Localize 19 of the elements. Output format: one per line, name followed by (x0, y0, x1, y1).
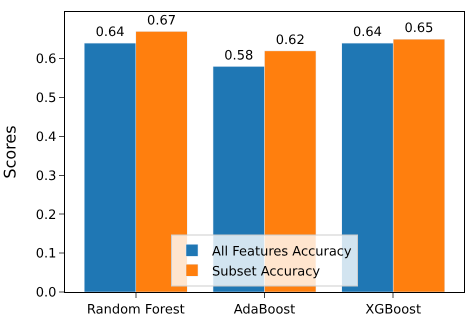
x-tick-label: AdaBoost (234, 302, 296, 318)
data-label: 0.58 (224, 48, 254, 64)
data-label: 0.64 (352, 25, 382, 40)
legend-label: All Features Accuracy (212, 244, 352, 260)
y-tick-label: 0.4 (36, 130, 56, 145)
y-tick-label: 0.1 (36, 246, 56, 262)
legend-label: Subset Accuracy (212, 264, 320, 280)
data-label: 0.65 (404, 21, 434, 36)
y-tick-label: 0.6 (36, 52, 56, 68)
data-label: 0.64 (96, 25, 125, 40)
data-label: 0.67 (147, 13, 176, 28)
y-tick-label: 0.3 (36, 168, 56, 184)
x-tick-label: Random Forest (86, 302, 185, 318)
y-tick-label: 0.2 (36, 208, 56, 223)
y-axis-title: Scores (0, 125, 20, 179)
x-tick-label: XGBoost (365, 302, 422, 318)
data-label: 0.62 (276, 32, 305, 48)
y-tick-label: 0.0 (36, 286, 56, 301)
y-tick-label: 0.5 (36, 91, 56, 106)
